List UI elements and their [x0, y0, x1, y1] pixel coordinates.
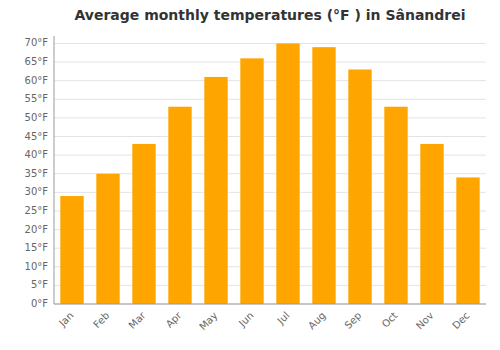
y-tick-label: 70°F [25, 37, 49, 48]
bar [168, 107, 191, 304]
x-tick-label: Sep [342, 310, 363, 331]
bar [276, 43, 299, 304]
bar [420, 144, 443, 304]
title: Average monthly temperatures (°F ) in Sâ… [74, 7, 465, 23]
grid-line [54, 80, 486, 81]
x-tick-label: May [197, 310, 219, 332]
bar [384, 107, 407, 304]
chart: Average monthly temperatures (°F ) in Sâ… [0, 0, 500, 350]
x-tick-label: Mar [126, 309, 148, 331]
x-tick-label: Jul [275, 310, 292, 327]
grid-line [54, 99, 486, 100]
bar [456, 177, 479, 304]
y-tick-label: 10°F [25, 261, 49, 272]
grid [54, 43, 486, 304]
y-tick-label: 5°F [31, 279, 48, 290]
y-tick-label: 45°F [25, 131, 49, 142]
y-tick-label: 50°F [25, 112, 49, 123]
grid-line [54, 304, 486, 305]
grid-line [54, 43, 486, 44]
x-tick-label: Dec [450, 310, 471, 331]
bar [240, 58, 263, 304]
x-tick-label: Oct [380, 310, 400, 330]
y-tick-label: 40°F [25, 149, 49, 160]
y-tick-label: 20°F [25, 224, 49, 235]
x-tick-label: Jan [56, 310, 75, 329]
x-tick-label: Aug [306, 310, 328, 332]
x-tick-label: Apr [164, 309, 185, 330]
bar [60, 196, 83, 304]
y-tick-label: 15°F [25, 242, 49, 253]
x-tick-label: Nov [414, 310, 436, 332]
bar [348, 70, 371, 305]
y-tick-label: 35°F [25, 168, 49, 179]
bars [60, 43, 479, 304]
y-tick-label: 25°F [25, 205, 49, 216]
y-tick-label: 60°F [25, 75, 49, 86]
bar [312, 47, 335, 304]
grid-line [54, 62, 486, 63]
grid-line [54, 136, 486, 137]
bar [204, 77, 227, 304]
grid-line [54, 117, 486, 118]
bar [96, 174, 119, 304]
y-tick-label: 0°F [31, 298, 48, 309]
y-tick-label: 55°F [25, 93, 49, 104]
bar [132, 144, 155, 304]
y-tick-label: 30°F [25, 186, 49, 197]
x-tick-label: Feb [91, 310, 111, 330]
x-tick-label: Jun [236, 310, 256, 330]
x-axis-line [54, 304, 486, 305]
y-tick-label: 65°F [25, 56, 49, 67]
y-axis-line [54, 36, 55, 304]
